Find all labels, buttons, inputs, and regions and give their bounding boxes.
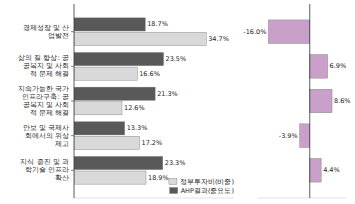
y-tick [71, 101, 74, 102]
y-tick [71, 31, 74, 32]
bar [74, 156, 163, 169]
legend-swatch [170, 188, 178, 194]
data-label: 6.9% [330, 62, 347, 70]
x-axis-line [74, 198, 234, 199]
bar [310, 159, 321, 183]
bar [74, 32, 206, 45]
legend: 정부투자비(비중)AHP결과(중요도) [169, 178, 234, 195]
data-label: 23.5% [166, 55, 187, 63]
data-label: 8.6% [334, 97, 351, 105]
bar [310, 89, 332, 113]
data-label: -3.9% [279, 132, 298, 140]
y-tick [71, 66, 74, 67]
zero-line [309, 4, 310, 198]
y-tick-label: 삶의 질 향상: 공공복지 및 사회적 문제 해결 [18, 54, 69, 78]
bar [310, 55, 328, 79]
bar [74, 87, 155, 100]
legend-swatch [169, 179, 177, 185]
y-tick [71, 170, 74, 171]
data-label: 34.7% [208, 35, 229, 43]
data-label: 23.3% [165, 159, 186, 167]
data-label: 4.4% [323, 166, 340, 174]
y-tick-label: 지식 증진 및 과학기술 인프라확산 [20, 158, 69, 182]
bars [74, 18, 206, 184]
data-label: 18.9% [148, 174, 169, 182]
data-label: 13.3% [127, 124, 148, 132]
chart-1: -16.0% 6.9% 8.6% -3.9% 4.4% [243, 4, 350, 198]
bar [268, 20, 309, 44]
bar [74, 53, 164, 66]
data-labels: 34.7% 16.6% 12.6% 17.2% 18.9% 18.7% 23.5% 21.3%… [124, 20, 229, 181]
data-label: 21.3% [157, 90, 178, 98]
legend-label: AHP결과(중요도) [181, 187, 234, 195]
bar [300, 124, 310, 148]
bar [74, 171, 146, 184]
chart-0: 34.7% 16.6% 12.6% 17.2% 18.9% 18.7% 23.5% 21.3%… [18, 4, 234, 198]
chart-root: 34.7% 16.6% 12.6% 17.2% 18.9% 18.7% 23.5% 21.3%… [0, 0, 355, 204]
data-label: 16.6% [139, 70, 160, 78]
bar [74, 136, 140, 149]
data-label: 17.2% [142, 139, 163, 147]
bar [74, 18, 145, 31]
x-axis-line [258, 198, 346, 199]
data-label: 12.6% [124, 104, 145, 112]
y-tick-label: 안보 및 국제사회에서의 위상제고 [23, 124, 69, 148]
legend-label: 정부투자비(비중) [180, 178, 234, 186]
data-label: -16.0% [243, 28, 266, 36]
bar [74, 122, 125, 135]
data-label: 18.7% [147, 20, 168, 28]
y-tick [71, 135, 74, 136]
data-labels: -16.0% 6.9% 8.6% -3.9% 4.4% [243, 28, 350, 175]
bars [268, 20, 332, 182]
bar [74, 67, 137, 80]
y-tick-label: 경제성장 및 산업발전 [23, 24, 69, 40]
bar [74, 102, 122, 115]
y-tick-label: 지속가능한 국가인프라구축: 공공복지 및 사회적 문제 해결 [18, 85, 69, 117]
